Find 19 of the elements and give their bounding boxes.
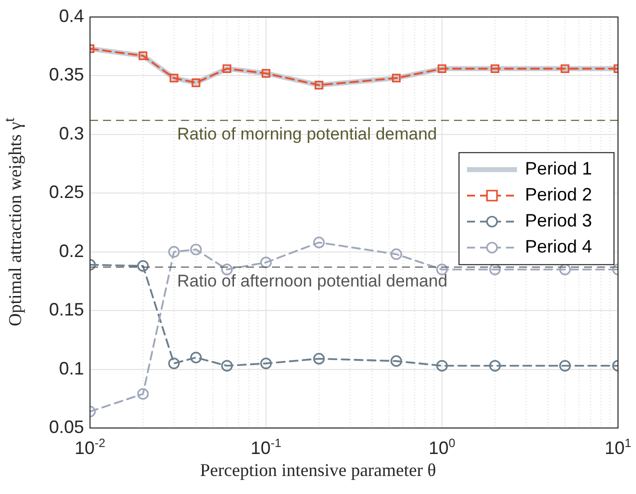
y-tick-label: 0.25 [48,182,84,202]
x-axis-title: Perception intensive parameter θ [198,460,438,481]
x-tick-label: 10$^{0}$ [428,436,456,459]
ref-line-label: Ratio of afternoon potential demand [177,271,448,290]
x-tick-label: 10$^{-2}$ [74,436,106,459]
y-tick-label: 0.2 [58,240,84,261]
y-tick-label: 0.35 [48,64,84,85]
y-tick-label: 0.15 [48,300,84,320]
x-tick-label: 10$^{-1}$ [250,436,282,459]
ref-line-label: Ratio of morning potential demand [177,124,438,144]
legend-label: Period 3 [525,210,592,231]
y-tick-label: 0.4 [58,6,84,26]
legend-label: Period 2 [525,184,592,205]
legend-label: Period 4 [525,236,592,257]
y-tick-label: 0.3 [58,123,84,144]
y-tick-label: 0.1 [58,358,84,378]
y-tick-label: 0.05 [48,416,84,437]
x-tick-label: 10$^{1}$ [604,436,632,459]
legend-label: Period 1 [525,158,592,179]
